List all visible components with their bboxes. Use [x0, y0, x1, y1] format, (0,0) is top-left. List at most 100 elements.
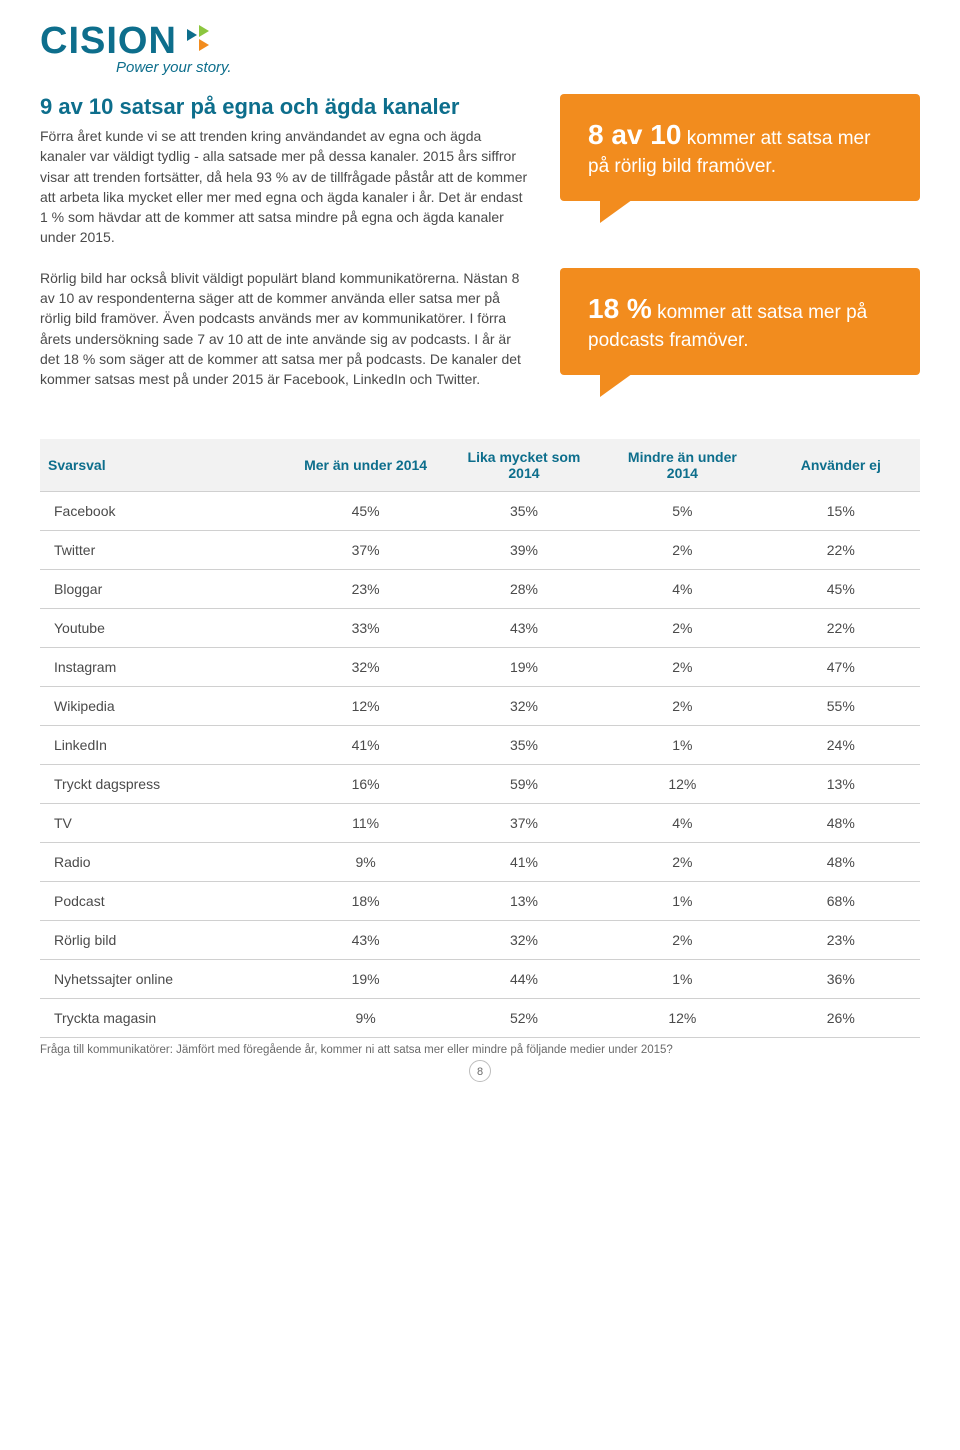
row-value: 26%: [762, 999, 920, 1038]
table-row: Twitter37%39%2%22%: [40, 531, 920, 570]
row-value: 16%: [286, 765, 444, 804]
row-value: 41%: [445, 843, 603, 882]
brand-name: CISION: [40, 20, 177, 63]
row-value: 12%: [603, 999, 761, 1038]
row-value: 1%: [603, 726, 761, 765]
row-value: 2%: [603, 609, 761, 648]
section-row-2: Rörlig bild har också blivit väldigt pop…: [40, 268, 920, 419]
table-row: Tryckta magasin9%52%12%26%: [40, 999, 920, 1038]
row-label: Bloggar: [40, 570, 286, 609]
row-value: 5%: [603, 492, 761, 531]
text-column-2: Rörlig bild har också blivit väldigt pop…: [40, 268, 530, 419]
row-value: 11%: [286, 804, 444, 843]
row-label: Twitter: [40, 531, 286, 570]
row-value: 19%: [445, 648, 603, 687]
row-value: 44%: [445, 960, 603, 999]
row-value: 9%: [286, 843, 444, 882]
row-value: 12%: [286, 687, 444, 726]
brand-tagline: Power your story.: [116, 59, 920, 76]
row-value: 48%: [762, 804, 920, 843]
row-value: 43%: [286, 921, 444, 960]
col-mindre: Mindre än under 2014: [603, 439, 761, 492]
row-label: Rörlig bild: [40, 921, 286, 960]
callout-2-big: 18 %: [588, 293, 652, 324]
row-label: Youtube: [40, 609, 286, 648]
row-value: 37%: [286, 531, 444, 570]
row-value: 35%: [445, 726, 603, 765]
row-value: 32%: [445, 687, 603, 726]
row-value: 2%: [603, 687, 761, 726]
page-number: 8: [469, 1060, 491, 1082]
callout-1-big: 8 av 10: [588, 119, 681, 150]
row-label: Facebook: [40, 492, 286, 531]
callout-bubble-1: 8 av 10 kommer att satsa mer på rörlig b…: [560, 94, 920, 201]
col-anvander-ej: Använder ej: [762, 439, 920, 492]
table-header-row: Svarsval Mer än under 2014 Lika mycket s…: [40, 439, 920, 492]
row-value: 45%: [762, 570, 920, 609]
row-value: 55%: [762, 687, 920, 726]
row-value: 52%: [445, 999, 603, 1038]
row-value: 68%: [762, 882, 920, 921]
row-value: 2%: [603, 648, 761, 687]
row-value: 1%: [603, 960, 761, 999]
row-value: 37%: [445, 804, 603, 843]
brand-header: CISION Power your story.: [40, 20, 920, 76]
col-lika: Lika mycket som 2014: [445, 439, 603, 492]
row-value: 48%: [762, 843, 920, 882]
table-row: Rörlig bild43%32%2%23%: [40, 921, 920, 960]
row-label: TV: [40, 804, 286, 843]
section-heading: 9 av 10 satsar på egna och ägda kanaler: [40, 94, 530, 120]
callout-bubble-2: 18 % kommer att satsa mer på podcasts fr…: [560, 268, 920, 375]
row-label: Nyhetssajter online: [40, 960, 286, 999]
row-value: 4%: [603, 804, 761, 843]
row-label: Tryckt dagspress: [40, 765, 286, 804]
row-label: Tryckta magasin: [40, 999, 286, 1038]
col-mer: Mer än under 2014: [286, 439, 444, 492]
data-table-wrap: Svarsval Mer än under 2014 Lika mycket s…: [40, 439, 920, 1038]
row-value: 59%: [445, 765, 603, 804]
row-value: 43%: [445, 609, 603, 648]
table-row: Podcast18%13%1%68%: [40, 882, 920, 921]
row-value: 13%: [445, 882, 603, 921]
row-label: Wikipedia: [40, 687, 286, 726]
row-value: 22%: [762, 609, 920, 648]
row-value: 24%: [762, 726, 920, 765]
row-value: 28%: [445, 570, 603, 609]
row-value: 2%: [603, 843, 761, 882]
row-value: 41%: [286, 726, 444, 765]
table-row: LinkedIn41%35%1%24%: [40, 726, 920, 765]
row-value: 19%: [286, 960, 444, 999]
row-value: 35%: [445, 492, 603, 531]
callout-column-1: 8 av 10 kommer att satsa mer på rörlig b…: [560, 94, 920, 248]
row-value: 36%: [762, 960, 920, 999]
row-value: 1%: [603, 882, 761, 921]
row-label: Instagram: [40, 648, 286, 687]
row-value: 47%: [762, 648, 920, 687]
table-row: Facebook45%35%5%15%: [40, 492, 920, 531]
table-row: Tryckt dagspress16%59%12%13%: [40, 765, 920, 804]
row-value: 13%: [762, 765, 920, 804]
row-label: Radio: [40, 843, 286, 882]
table-row: TV11%37%4%48%: [40, 804, 920, 843]
row-value: 39%: [445, 531, 603, 570]
row-label: Podcast: [40, 882, 286, 921]
row-value: 33%: [286, 609, 444, 648]
row-value: 22%: [762, 531, 920, 570]
table-row: Nyhetssajter online19%44%1%36%: [40, 960, 920, 999]
col-svarsval: Svarsval: [40, 439, 286, 492]
section-row-1: 9 av 10 satsar på egna och ägda kanaler …: [40, 94, 920, 248]
table-row: Instagram32%19%2%47%: [40, 648, 920, 687]
row-value: 2%: [603, 921, 761, 960]
data-table: Svarsval Mer än under 2014 Lika mycket s…: [40, 439, 920, 1038]
row-label: LinkedIn: [40, 726, 286, 765]
table-row: Youtube33%43%2%22%: [40, 609, 920, 648]
table-row: Bloggar23%28%4%45%: [40, 570, 920, 609]
row-value: 23%: [286, 570, 444, 609]
row-value: 9%: [286, 999, 444, 1038]
callout-column-2: 18 % kommer att satsa mer på podcasts fr…: [560, 268, 920, 419]
row-value: 12%: [603, 765, 761, 804]
table-row: Wikipedia12%32%2%55%: [40, 687, 920, 726]
text-column-1: 9 av 10 satsar på egna och ägda kanaler …: [40, 94, 530, 248]
row-value: 32%: [445, 921, 603, 960]
footnote-text: Fråga till kommunikatörer: Jämfört med f…: [40, 1044, 920, 1056]
